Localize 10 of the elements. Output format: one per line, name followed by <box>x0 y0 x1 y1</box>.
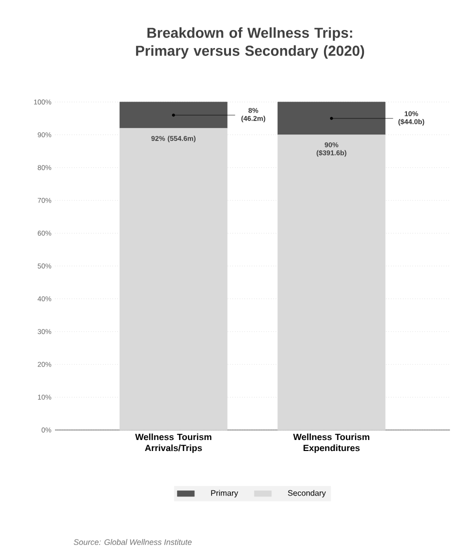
legend-label: Secondary <box>288 490 326 498</box>
source-note: Source: Global Wellness Institute <box>74 539 192 545</box>
bar <box>120 102 228 128</box>
bar <box>278 102 386 135</box>
bar <box>278 134 386 430</box>
bar <box>120 128 228 430</box>
x-tick-label: Wellness Tourism Expenditures <box>293 434 370 453</box>
legend-label: Primary <box>211 490 238 498</box>
chart-title: Breakdown of Wellness Trips: Primary versus Secondary (2020) <box>136 27 364 59</box>
x-tick-label: Wellness Tourism Arrivals/Trips <box>135 434 212 453</box>
